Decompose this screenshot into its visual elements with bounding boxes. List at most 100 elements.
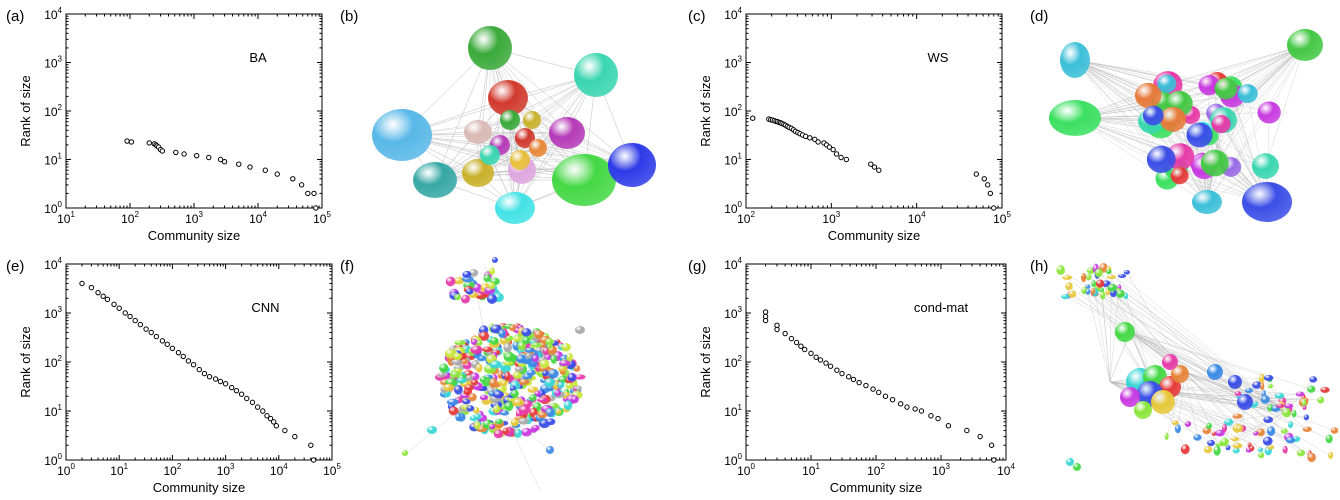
community-node xyxy=(488,267,496,275)
community-node xyxy=(1105,269,1112,275)
data-point xyxy=(169,345,176,352)
community-node xyxy=(448,406,459,416)
data-point xyxy=(977,433,983,440)
community-node xyxy=(1232,447,1240,454)
community-node xyxy=(1142,105,1164,126)
community-node xyxy=(1117,273,1127,278)
community-node xyxy=(1123,292,1129,300)
community-node xyxy=(531,424,540,432)
data-point xyxy=(247,164,253,170)
community-node xyxy=(539,359,550,368)
community-node xyxy=(479,376,488,384)
data-point xyxy=(945,423,952,429)
community-node xyxy=(1106,275,1117,280)
network-b xyxy=(360,20,670,225)
community-node xyxy=(500,110,520,130)
community-node xyxy=(445,276,456,287)
chart-a: 101 102 103 104 105 100 101 102 103 104 Community … xyxy=(0,0,340,250)
community-node xyxy=(530,342,542,348)
data-point xyxy=(282,427,288,434)
data-point xyxy=(793,339,800,346)
community-node xyxy=(1065,282,1073,291)
community-node xyxy=(1120,387,1140,407)
community-node xyxy=(495,418,503,425)
community-node xyxy=(1317,396,1325,404)
community-node xyxy=(1267,445,1275,450)
data-point xyxy=(221,159,228,165)
data-point xyxy=(132,317,138,324)
community-node xyxy=(470,379,479,386)
community-node xyxy=(462,159,494,187)
community-node xyxy=(575,326,585,334)
community-node xyxy=(479,331,490,341)
community-node xyxy=(1258,452,1265,459)
data-point xyxy=(201,370,208,377)
y-tick-label: 102 xyxy=(724,354,742,370)
community-node xyxy=(1282,445,1288,454)
community-node xyxy=(1228,375,1242,389)
data-point xyxy=(750,115,756,121)
community-node xyxy=(1291,409,1297,418)
data-point xyxy=(146,140,152,146)
data-point xyxy=(267,415,274,422)
community-node xyxy=(1225,445,1231,451)
community-node xyxy=(531,354,539,363)
community-node xyxy=(1170,167,1189,185)
community-node xyxy=(464,120,492,144)
y-tick-label: 101 xyxy=(724,403,742,419)
community-node xyxy=(500,410,510,416)
community-node xyxy=(1235,425,1244,432)
community-node xyxy=(453,277,465,285)
community-node xyxy=(1061,293,1070,300)
data-point xyxy=(95,289,101,296)
community-node xyxy=(523,111,541,129)
community-node xyxy=(1249,445,1255,452)
community-node xyxy=(1253,431,1259,436)
community-node xyxy=(1267,384,1273,389)
community-node xyxy=(536,397,549,403)
community-node xyxy=(502,427,509,435)
data-point xyxy=(206,154,212,161)
community-node xyxy=(1256,428,1265,437)
community-node xyxy=(1180,444,1190,455)
data-point xyxy=(798,343,804,349)
community-node xyxy=(1186,122,1213,148)
community-node xyxy=(575,385,582,392)
community-node xyxy=(473,413,482,421)
community-node xyxy=(1221,423,1228,433)
data-point xyxy=(274,171,280,177)
community-node xyxy=(488,80,528,116)
data-point xyxy=(264,413,270,419)
community-node xyxy=(534,330,544,339)
community-node xyxy=(449,371,461,378)
community-node xyxy=(476,340,483,346)
community-node xyxy=(1211,115,1231,134)
community-node xyxy=(570,395,579,404)
community-node xyxy=(453,352,462,361)
data-point xyxy=(987,190,994,197)
data-point xyxy=(298,182,305,188)
community-node xyxy=(552,154,616,206)
community-node xyxy=(1230,437,1240,442)
community-node xyxy=(1287,29,1323,61)
community-node xyxy=(1307,385,1316,393)
community-node xyxy=(1213,445,1221,456)
data-point xyxy=(826,144,833,150)
community-node xyxy=(450,359,463,365)
panel-label-e: (e) xyxy=(6,258,25,275)
community-node xyxy=(1081,273,1086,279)
data-point xyxy=(254,404,261,410)
community-node xyxy=(514,366,524,372)
community-node xyxy=(1066,458,1074,466)
community-node xyxy=(464,384,475,391)
data-point xyxy=(217,378,224,385)
community-node xyxy=(483,274,491,283)
community-node xyxy=(1258,373,1265,384)
data-point xyxy=(236,161,242,167)
community-node xyxy=(1151,390,1175,414)
community-node xyxy=(1100,291,1106,300)
community-node xyxy=(1171,420,1179,426)
community-node xyxy=(504,371,511,382)
data-point xyxy=(159,148,166,154)
